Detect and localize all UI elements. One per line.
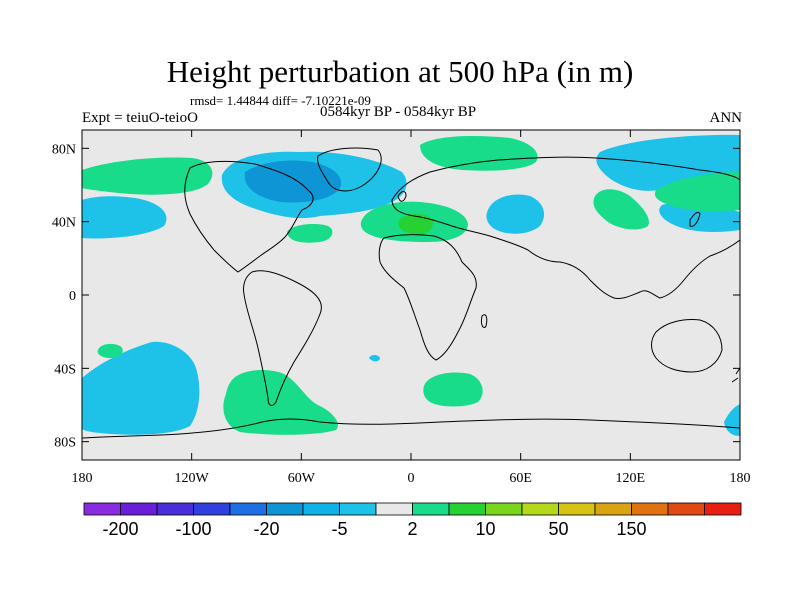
period-label: 0584kyr BP - 0584kyr BP <box>320 104 477 120</box>
experiment-label: Expt = teiuO-teioO <box>82 110 198 126</box>
anomaly-western-atlantic <box>287 224 333 243</box>
anomaly-arctic-pacific <box>82 157 213 195</box>
colorbar-swatch <box>120 502 158 516</box>
colorbar-swatch <box>83 502 121 516</box>
anomaly-central-asia <box>593 189 649 230</box>
anomaly-eastern-europe <box>486 194 545 234</box>
colorbar-swatch <box>266 502 304 516</box>
lat-tick-label: 40N <box>52 216 76 231</box>
colorbar-swatch <box>412 502 450 516</box>
axes: 80N 40N 0 40S 80S 180 120W 60W 0 60E 120E 180 <box>52 130 751 486</box>
lon-tick-label: 120E <box>616 471 646 486</box>
lon-tick-label: 180 <box>72 471 93 486</box>
colorbar-swatch <box>229 502 267 516</box>
colorbar-swatch <box>485 502 523 516</box>
colorbar-swatch <box>704 502 742 516</box>
anomaly-north-pacific <box>82 196 167 239</box>
colorbar-label: 50 <box>548 519 568 539</box>
colorbar-swatch <box>339 502 377 516</box>
coastline-greenland <box>317 147 382 192</box>
colorbar-swatch <box>375 502 413 516</box>
colorbar-label: 150 <box>616 519 646 539</box>
anomaly-south-pacific <box>82 341 200 435</box>
colorbar-swatch <box>667 502 705 516</box>
colorbar-swatch <box>558 502 596 516</box>
chart-title: Height perturbation at 500 hPa (in m) <box>166 54 634 89</box>
lon-tick-label: 180 <box>730 471 751 486</box>
lon-tick-label: 120W <box>175 471 210 486</box>
anomaly-north-pacific-east-asia <box>654 172 740 212</box>
colorbar-label: -200 <box>102 519 138 539</box>
lat-tick-label: 0 <box>69 289 76 304</box>
coastline-uk <box>397 191 407 202</box>
coastline-antarctica <box>82 418 740 439</box>
lat-tick-label: 40S <box>54 362 76 377</box>
colorbar: -200 -100 -20 -5 2 10 50 150 <box>83 502 742 539</box>
colorbar-swatch <box>193 502 231 516</box>
anomaly-field <box>82 134 740 439</box>
anomaly-canada-core <box>244 160 342 203</box>
colorbar-swatch <box>594 502 632 516</box>
coastline-new-zealand <box>731 367 740 383</box>
anomaly-mediterranean <box>398 214 433 235</box>
stats-label: rmsd= 1.44844 diff= -7.10221e-09 <box>190 93 371 108</box>
coastline-japan <box>689 211 701 227</box>
anomaly-north-atlantic-arctic <box>420 136 538 171</box>
colorbar-label: -100 <box>175 519 211 539</box>
lon-tick-label: 60W <box>288 471 316 486</box>
coastline-eurasia <box>391 156 740 299</box>
coastline-south-america <box>243 270 322 406</box>
lon-tick-label: 0 <box>408 471 415 486</box>
colorbar-swatch <box>302 502 340 516</box>
colorbar-swatch <box>448 502 486 516</box>
anomaly-tropical-pacific-south <box>97 343 123 358</box>
anomaly-south-atlantic-small <box>369 355 380 362</box>
season-label: ANN <box>709 110 743 126</box>
colorbar-swatch <box>521 502 559 516</box>
lat-tick-label: 80N <box>52 142 76 157</box>
coastline-australia <box>651 319 723 373</box>
coastlines <box>82 147 740 439</box>
anomaly-south-america-southern-ocean <box>223 370 338 435</box>
colorbar-label: -20 <box>253 519 279 539</box>
coastline-north-america <box>184 160 314 273</box>
coastline-africa <box>378 234 477 361</box>
anomaly-south-indian-ocean <box>423 372 483 407</box>
colorbar-swatch <box>631 502 669 516</box>
coastline-madagascar <box>481 314 488 329</box>
colorbar-label: 2 <box>407 519 417 539</box>
lon-tick-label: 60E <box>509 471 532 486</box>
colorbar-swatch <box>156 502 194 516</box>
lat-tick-label: 80S <box>54 436 76 451</box>
colorbar-label: -5 <box>331 519 347 539</box>
colorbar-label: 10 <box>475 519 495 539</box>
